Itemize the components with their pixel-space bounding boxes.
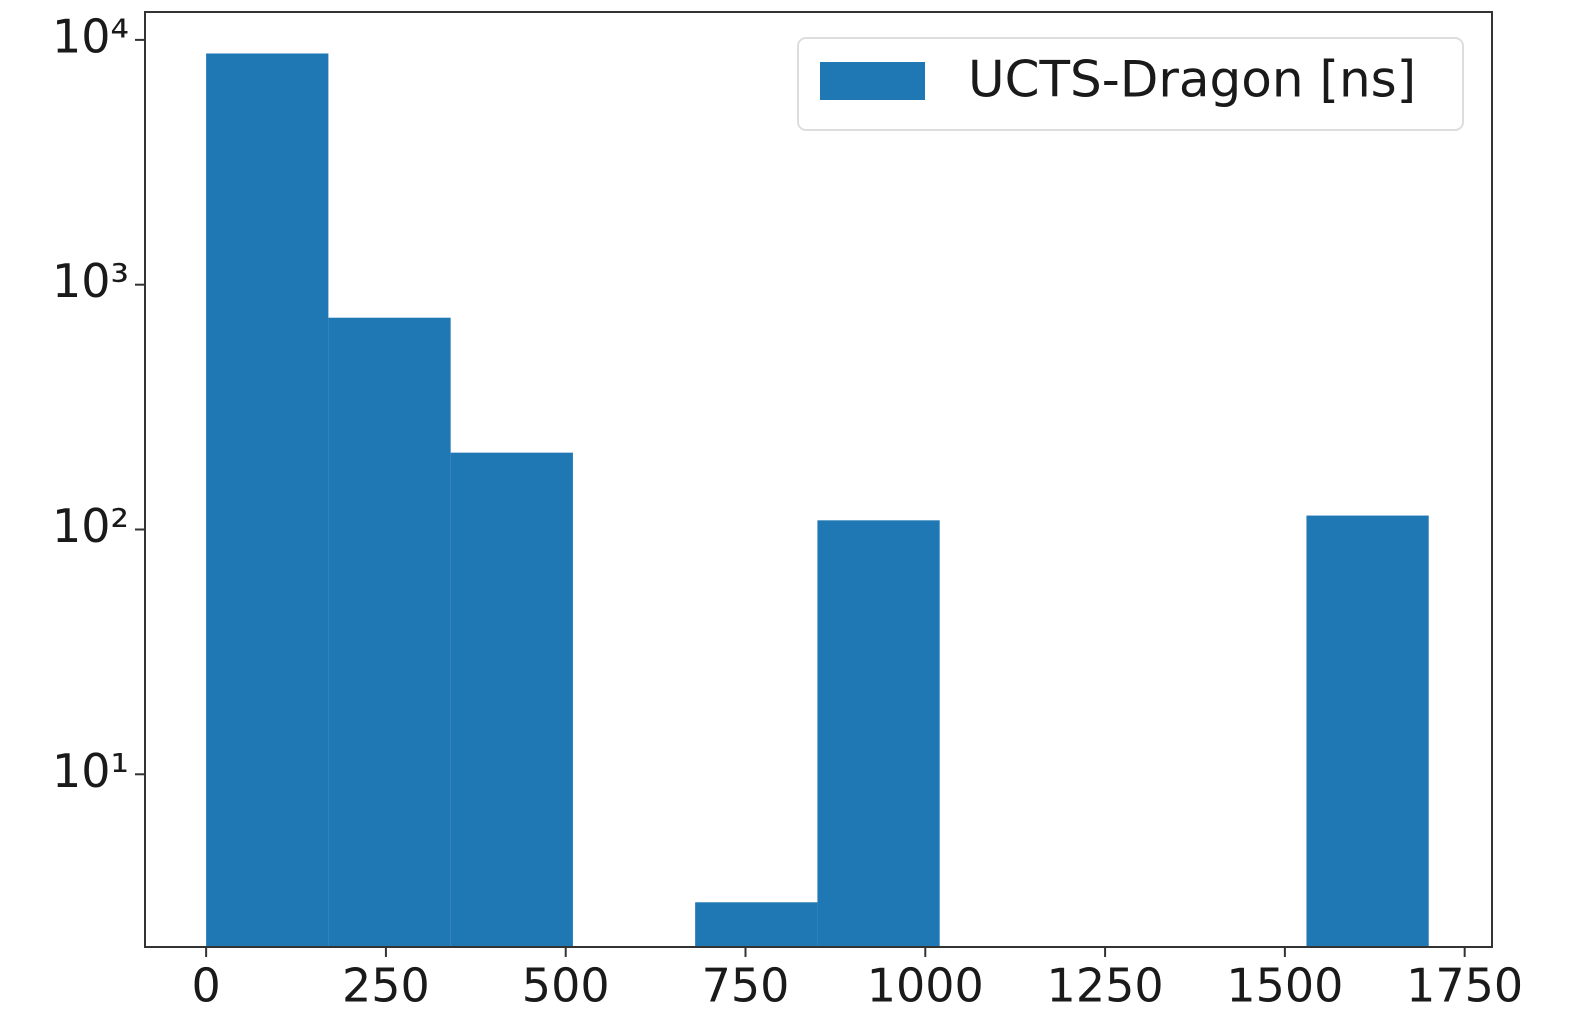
x-tick-label: 1500 — [1226, 959, 1343, 1013]
legend-label: UCTS-Dragon [ns] — [968, 51, 1416, 109]
bar — [328, 317, 451, 947]
plot-frame — [144, 11, 1493, 948]
x-tick-label: 750 — [702, 959, 790, 1013]
x-tick-label: 0 — [191, 959, 220, 1013]
legend-swatch — [820, 62, 925, 100]
x-tick-label: 1750 — [1406, 959, 1523, 1013]
x-tick-label: 1250 — [1047, 959, 1164, 1013]
x-tick-label: 500 — [522, 959, 610, 1013]
x-tick-label: 250 — [342, 959, 430, 1013]
bar — [206, 53, 329, 947]
y-tick-label: 10¹ — [52, 744, 129, 798]
y-tick-label: 10⁴ — [52, 9, 129, 63]
bar — [1306, 515, 1429, 947]
bar — [817, 520, 940, 947]
legend-box — [797, 37, 1464, 131]
x-tick-label: 1000 — [867, 959, 984, 1013]
y-tick-label: 10³ — [52, 254, 129, 308]
bar — [695, 902, 818, 947]
bar — [450, 452, 573, 947]
y-tick-label: 10² — [52, 499, 129, 553]
